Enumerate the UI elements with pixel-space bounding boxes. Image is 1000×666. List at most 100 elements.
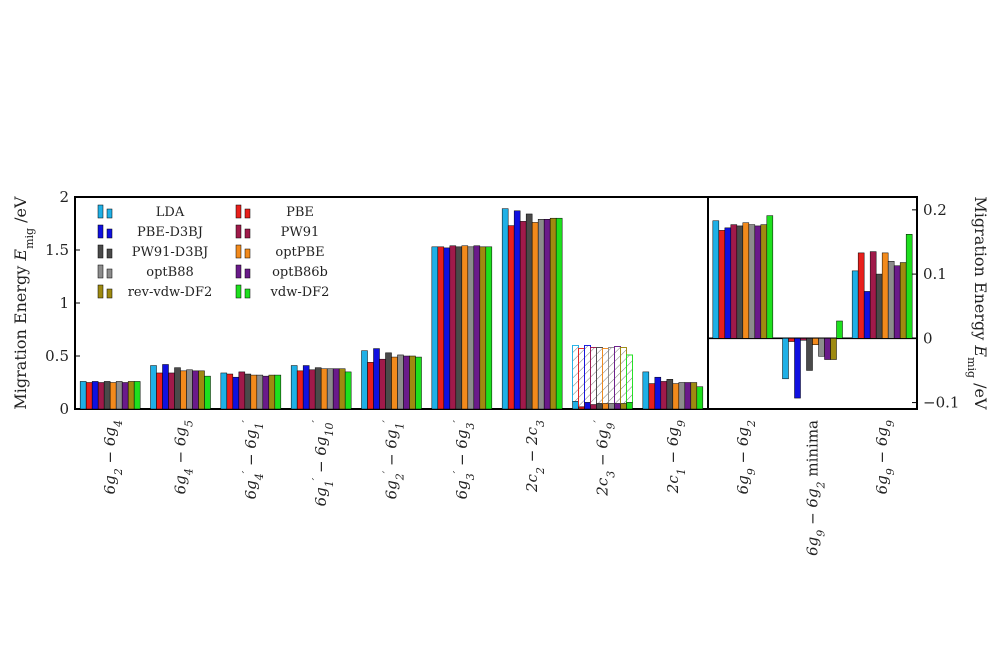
bar-right-vdw-df2-0 xyxy=(766,215,774,339)
left-y-tick-label: 0 xyxy=(59,400,69,418)
x-tick-label-right-2: 6g9 − 6g9 xyxy=(873,420,897,494)
x-tick-label-2: 6g4′ − 6g1′ xyxy=(239,420,265,500)
bar-lda-0 xyxy=(79,381,87,410)
right-y-tick-label: 0.1 xyxy=(923,265,947,283)
bar-pw91-d3bj-4 xyxy=(385,352,392,410)
left-y-tick-label: 0.5 xyxy=(45,347,69,365)
bar-pbe-d3bj-6 xyxy=(513,210,521,410)
bar-right-lda-0 xyxy=(712,220,720,339)
bar-pw91-3 xyxy=(308,369,316,410)
legend-swatch-small-pw91-d3bj xyxy=(106,248,113,259)
bar-optb88-0 xyxy=(115,381,123,410)
bar-optb86b-1 xyxy=(192,370,199,410)
bar-pw91-d3bj-5 xyxy=(455,246,463,410)
hatched-bar-rev-vdw-df2 xyxy=(620,347,627,405)
x-tick-label-6: 2c2 − 2c3 xyxy=(523,420,547,493)
bar-lda-1 xyxy=(150,365,157,410)
bar-right-optb88-2 xyxy=(887,260,895,339)
bar-right-optb86b-2 xyxy=(893,265,901,339)
bar-optb86b-2 xyxy=(262,375,270,410)
bar-right-pbe-1 xyxy=(788,338,795,342)
bar-rev-vdw-df2-6 xyxy=(549,217,557,410)
x-tick-label-0: 6g2 − 6g4 xyxy=(101,420,125,494)
legend-label-lda: LDA xyxy=(156,205,185,220)
bar-optb86b-8 xyxy=(684,382,692,410)
bar-right-vdw-df2-1 xyxy=(836,320,843,339)
legend-swatch-small-pw91 xyxy=(244,228,251,239)
bar-vdw-df2-4 xyxy=(415,356,422,410)
bar-optb88-7 xyxy=(608,403,615,410)
left-y-tick-label: 1.5 xyxy=(45,241,69,259)
bar-pbe-d3bj-0 xyxy=(91,381,99,410)
bar-pbe-4 xyxy=(367,362,374,410)
bar-right-optb88-0 xyxy=(748,224,756,339)
hatched-bar-pw91 xyxy=(590,347,597,406)
legend-label-pw91: PW91 xyxy=(281,225,320,240)
bar-right-pw91-0 xyxy=(730,224,738,339)
legend-swatch-small-lda xyxy=(106,208,113,219)
bar-optb88-8 xyxy=(678,382,686,410)
bar-optb88-1 xyxy=(186,369,193,410)
legend-label-pbe-d3bj: PBE-D3BJ xyxy=(137,225,203,240)
bar-lda-2 xyxy=(220,372,228,410)
bar-pw91-d3bj-6 xyxy=(525,213,533,410)
legend-swatch-optpbe xyxy=(235,244,242,259)
legend-swatch-pbe xyxy=(235,204,242,219)
left-panel: 0 0.5 1 1.5 2 Migration Energy Emig /eV 6g2 − … xyxy=(11,188,709,507)
bar-optb88-2 xyxy=(256,374,264,410)
bar-optpbe-7 xyxy=(602,403,609,410)
bar-rev-vdw-df2-2 xyxy=(268,374,276,410)
bar-right-pbe-2 xyxy=(857,252,865,339)
bar-pbe-3 xyxy=(296,370,304,410)
bar-optb86b-4 xyxy=(403,355,410,410)
legend-swatch-small-optb86b xyxy=(244,268,251,279)
bar-right-lda-2 xyxy=(851,270,859,339)
bar-pbe-7 xyxy=(578,406,585,410)
bar-pbe-d3bj-2 xyxy=(232,376,240,410)
bar-pbe-2 xyxy=(226,373,234,410)
bar-rev-vdw-df2-0 xyxy=(127,381,135,410)
legend-label-optpbe: optPBE xyxy=(275,245,324,260)
bar-optb88-6 xyxy=(537,219,545,410)
bar-pw91-d3bj-1 xyxy=(174,367,181,410)
bar-rev-vdw-df2-1 xyxy=(198,370,205,410)
x-tick-label-4: 6g2′ − 6g1′ xyxy=(380,420,406,500)
bar-right-rev-vdw-df2-2 xyxy=(899,262,907,339)
bar-right-optpbe-1 xyxy=(812,338,819,346)
right-plot-frame xyxy=(707,196,918,410)
bar-pw91-1 xyxy=(168,372,175,410)
right-y-axis-label: Migration Energy Emig /eV xyxy=(966,196,991,410)
x-tick-label-3: 6g1′ − 6g10′ xyxy=(310,420,336,507)
bar-pbe-d3bj-1 xyxy=(162,364,169,410)
bar-lda-4 xyxy=(361,350,368,410)
bar-pbe-1 xyxy=(156,372,163,410)
bar-pbe-d3bj-4 xyxy=(373,348,380,410)
bar-pbe-d3bj-5 xyxy=(443,247,451,410)
bar-optpbe-8 xyxy=(672,383,680,410)
legend-swatch-pbe-d3bj xyxy=(97,224,104,239)
bar-lda-6 xyxy=(501,208,509,410)
bar-right-pw91-d3bj-0 xyxy=(736,225,744,339)
bar-pbe-0 xyxy=(85,382,93,410)
bar-pbe-6 xyxy=(507,225,515,410)
bar-lda-5 xyxy=(431,246,439,410)
legend-swatch-small-optb88 xyxy=(106,268,113,279)
bar-vdw-df2-7 xyxy=(626,402,633,410)
bar-lda-7 xyxy=(572,401,579,410)
bar-pbe-d3bj-8 xyxy=(654,376,662,410)
bar-vdw-df2-2 xyxy=(274,374,282,410)
hatched-bar-pw91-d3bj xyxy=(596,347,603,405)
bar-right-pw91-2 xyxy=(869,251,877,339)
bar-pw91-7 xyxy=(590,404,597,410)
bar-optpbe-4 xyxy=(391,356,398,410)
bar-optb88-5 xyxy=(467,246,475,410)
bar-rev-vdw-df2-7 xyxy=(620,403,627,410)
bar-pbe-8 xyxy=(648,383,656,410)
right-y-tick-label: 0.2 xyxy=(923,201,947,219)
bar-right-pbe-d3bj-0 xyxy=(724,227,732,339)
bar-lda-3 xyxy=(290,365,298,410)
bar-right-pw91-1 xyxy=(800,338,807,341)
bar-vdw-df2-0 xyxy=(133,381,141,410)
x-tick-label-8: 2c1 − 6g9 xyxy=(664,420,688,494)
